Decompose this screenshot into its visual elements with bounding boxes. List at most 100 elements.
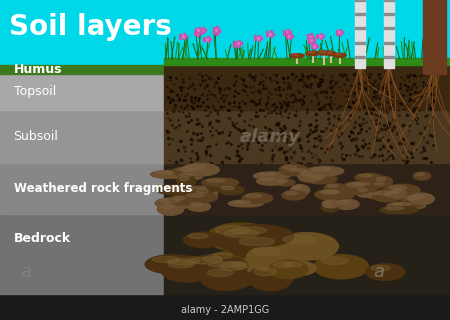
Ellipse shape bbox=[242, 193, 273, 204]
Bar bbox=[164, 214, 450, 294]
Ellipse shape bbox=[258, 173, 276, 175]
Ellipse shape bbox=[186, 194, 204, 197]
Bar bbox=[355, 27, 365, 29]
Bar bbox=[0, 110, 164, 163]
Ellipse shape bbox=[253, 247, 281, 256]
Ellipse shape bbox=[292, 54, 299, 56]
Ellipse shape bbox=[392, 203, 411, 205]
Ellipse shape bbox=[358, 188, 367, 192]
Bar bbox=[164, 110, 450, 163]
Ellipse shape bbox=[372, 190, 403, 202]
Ellipse shape bbox=[328, 52, 332, 53]
Bar bbox=[0, 65, 164, 74]
Bar bbox=[355, 42, 365, 44]
Text: alamy - 2AMP1GG: alamy - 2AMP1GG bbox=[181, 305, 269, 316]
Ellipse shape bbox=[371, 265, 391, 271]
Ellipse shape bbox=[325, 51, 336, 55]
Bar bbox=[384, 42, 394, 44]
Ellipse shape bbox=[307, 166, 344, 176]
Bar bbox=[0, 163, 164, 214]
Text: Humus: Humus bbox=[14, 63, 62, 76]
Ellipse shape bbox=[220, 262, 246, 270]
Ellipse shape bbox=[179, 174, 192, 176]
Bar bbox=[384, 56, 394, 58]
Ellipse shape bbox=[279, 261, 316, 276]
Ellipse shape bbox=[198, 254, 237, 273]
Ellipse shape bbox=[309, 175, 325, 179]
Ellipse shape bbox=[346, 183, 364, 187]
Ellipse shape bbox=[161, 258, 214, 282]
Text: Weathered rock fragments: Weathered rock fragments bbox=[14, 182, 192, 195]
Ellipse shape bbox=[278, 180, 288, 182]
Ellipse shape bbox=[246, 194, 261, 198]
Ellipse shape bbox=[172, 167, 210, 176]
Ellipse shape bbox=[380, 206, 418, 214]
Ellipse shape bbox=[374, 176, 392, 186]
Ellipse shape bbox=[342, 181, 378, 194]
Text: Bedrock: Bedrock bbox=[14, 232, 71, 245]
Ellipse shape bbox=[366, 192, 384, 198]
Ellipse shape bbox=[179, 255, 248, 276]
Ellipse shape bbox=[230, 227, 267, 234]
Ellipse shape bbox=[301, 172, 313, 176]
Ellipse shape bbox=[221, 225, 294, 247]
Ellipse shape bbox=[254, 268, 276, 276]
Ellipse shape bbox=[207, 269, 233, 276]
Ellipse shape bbox=[324, 184, 346, 191]
Bar bbox=[0, 214, 164, 294]
Ellipse shape bbox=[320, 190, 340, 194]
Ellipse shape bbox=[190, 203, 202, 206]
Ellipse shape bbox=[306, 51, 320, 55]
Ellipse shape bbox=[176, 189, 194, 191]
Ellipse shape bbox=[162, 186, 181, 189]
Ellipse shape bbox=[401, 194, 428, 207]
Bar bbox=[355, 56, 365, 58]
Bar bbox=[0, 74, 164, 110]
Bar bbox=[384, 13, 394, 15]
Ellipse shape bbox=[168, 258, 199, 265]
Ellipse shape bbox=[282, 190, 306, 200]
Bar bbox=[384, 0, 394, 1]
Ellipse shape bbox=[369, 193, 378, 195]
Ellipse shape bbox=[261, 178, 274, 181]
Bar bbox=[164, 163, 450, 214]
Ellipse shape bbox=[412, 194, 425, 198]
Ellipse shape bbox=[158, 203, 184, 215]
Ellipse shape bbox=[385, 207, 404, 210]
Ellipse shape bbox=[161, 204, 174, 209]
Ellipse shape bbox=[320, 51, 326, 53]
Ellipse shape bbox=[319, 189, 350, 198]
Ellipse shape bbox=[233, 201, 251, 203]
Ellipse shape bbox=[312, 167, 330, 171]
Ellipse shape bbox=[392, 189, 400, 193]
Ellipse shape bbox=[293, 186, 302, 190]
Ellipse shape bbox=[376, 191, 392, 195]
Ellipse shape bbox=[145, 255, 200, 274]
Ellipse shape bbox=[246, 245, 301, 271]
Ellipse shape bbox=[208, 262, 246, 268]
Ellipse shape bbox=[167, 260, 194, 268]
Ellipse shape bbox=[322, 200, 340, 208]
Ellipse shape bbox=[188, 202, 210, 211]
Ellipse shape bbox=[157, 185, 196, 195]
Ellipse shape bbox=[202, 178, 239, 187]
Ellipse shape bbox=[182, 192, 217, 203]
Ellipse shape bbox=[190, 187, 206, 189]
Ellipse shape bbox=[160, 257, 223, 277]
Text: a: a bbox=[20, 263, 31, 281]
Ellipse shape bbox=[333, 199, 359, 209]
Ellipse shape bbox=[347, 182, 382, 189]
Ellipse shape bbox=[384, 191, 405, 197]
Ellipse shape bbox=[196, 189, 208, 193]
Bar bbox=[164, 65, 450, 74]
Ellipse shape bbox=[321, 204, 338, 212]
Ellipse shape bbox=[352, 183, 369, 185]
Text: a: a bbox=[374, 263, 384, 281]
Ellipse shape bbox=[203, 256, 222, 262]
Bar bbox=[384, 0, 394, 68]
Ellipse shape bbox=[314, 255, 369, 279]
Ellipse shape bbox=[275, 233, 338, 260]
Ellipse shape bbox=[376, 177, 386, 181]
Bar bbox=[384, 27, 394, 29]
Bar bbox=[164, 74, 450, 110]
